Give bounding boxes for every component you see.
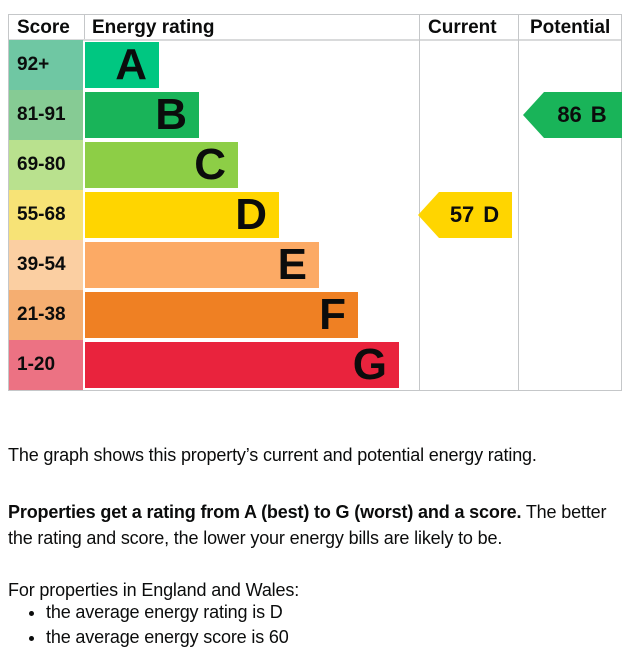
band-row-b: 81-91 B: [9, 90, 621, 140]
potential-rating-arrow: 86 B: [523, 92, 622, 138]
score-range-f: 21-38: [9, 290, 83, 340]
energy-rating-chart: Score Energy rating Current Potential 92…: [8, 14, 622, 391]
band-bar-c: C: [85, 142, 238, 188]
chart-caption: The graph shows this property’s current …: [8, 445, 537, 465]
band-bar-b: B: [85, 92, 199, 138]
band-bar-f: F: [85, 292, 358, 338]
current-score-value: 57: [449, 202, 475, 227]
region-heading: For properties in England and Wales:: [8, 580, 300, 600]
score-rating-divider-line: [84, 15, 85, 39]
bullet-list: the average energy rating is Dthe averag…: [8, 600, 289, 651]
potential-score-value: 86: [557, 102, 582, 127]
current-column-divider-line: [419, 15, 420, 390]
header-divider-line: [9, 39, 621, 41]
rating-explanation-paragraph: Properties get a rating from A (best) to…: [8, 500, 626, 551]
potential-rating-letter: B: [590, 102, 607, 127]
current-rating-letter: D: [483, 202, 500, 227]
band-row-d: 55-68 D: [9, 190, 621, 240]
band-row-e: 39-54 E: [9, 240, 621, 290]
score-range-b: 81-91: [9, 90, 83, 140]
rating-explanation-bold: Properties get a rating from A (best) to…: [8, 502, 522, 522]
score-range-a: 92+: [9, 40, 83, 90]
score-range-c: 69-80: [9, 140, 83, 190]
score-range-g: 1-20: [9, 340, 83, 390]
band-row-g: 1-20 G: [9, 340, 621, 390]
band-row-a: 92+ A: [9, 40, 621, 90]
band-row-c: 69-80 C: [9, 140, 621, 190]
column-header-current: Current: [428, 17, 497, 38]
band-bar-a: A: [85, 42, 159, 88]
column-header-potential: Potential: [530, 17, 611, 38]
band-row-f: 21-38 F: [9, 290, 621, 340]
score-range-e: 39-54: [9, 240, 83, 290]
band-bar-d: D: [85, 192, 279, 238]
bullet-item-2: the average energy score is 60: [46, 625, 289, 650]
column-header-score: Score: [17, 17, 70, 38]
bullet-item-1: the average energy rating is D: [46, 600, 289, 625]
column-header-energy-rating: Energy rating: [92, 17, 215, 38]
rating-explanation-rest: The better the rating and score, the low…: [8, 502, 607, 548]
potential-column-divider-line: [518, 15, 519, 390]
band-bar-g: G: [85, 342, 399, 388]
band-bar-e: E: [85, 242, 319, 288]
current-rating-arrow: 57 D: [418, 192, 512, 238]
score-range-d: 55-68: [9, 190, 83, 240]
